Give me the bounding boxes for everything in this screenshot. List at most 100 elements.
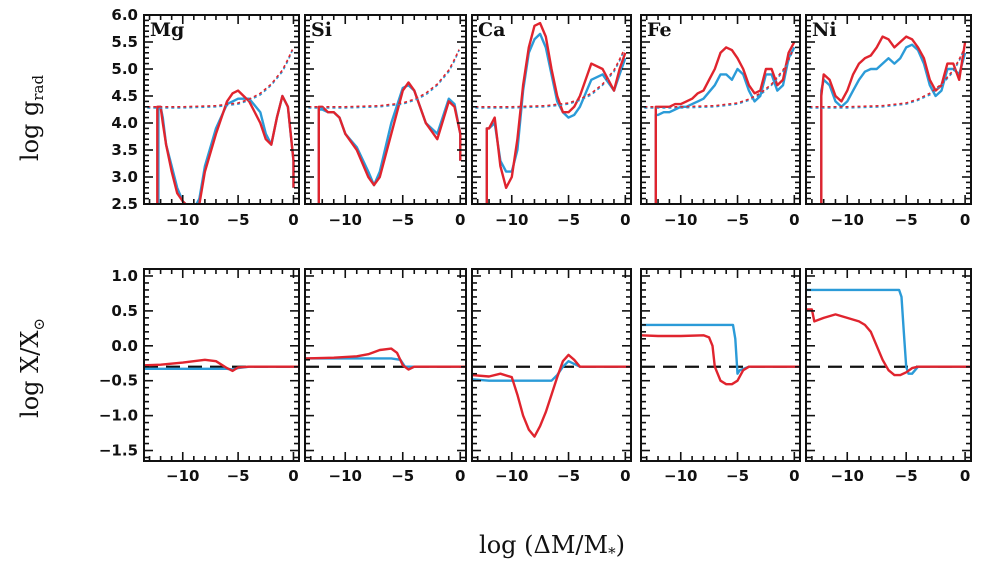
y-tick-label: 2.5	[111, 195, 138, 213]
panel-frame	[471, 268, 632, 462]
element-label-si: Si	[311, 19, 332, 41]
series-model_b-dashed	[308, 49, 460, 108]
y-tick-label: 0.0	[111, 337, 138, 355]
x-tick-label: −5	[557, 467, 580, 485]
series-model_a-solid	[157, 94, 295, 204]
x-tick-label: 0	[960, 467, 970, 485]
y-tick-label: 3.0	[111, 168, 138, 186]
bottom-row-abundance-panels: −10 −5 0−1.5−1.0−0.50.00.51.0−10 −5 0 −10 −5 0−…	[99, 267, 972, 485]
x-tick-label: −5	[726, 211, 749, 229]
y-tick-label: 1.0	[111, 267, 138, 285]
panel-frame	[143, 14, 300, 205]
x-tick-label: −5	[895, 211, 918, 229]
panel-frame	[304, 268, 467, 462]
series-model_a-dashed	[644, 49, 794, 109]
series-model_b-solid	[305, 347, 466, 371]
panel-bottom-mg: −10 −5 0 −1.5 −1.0 −0.5 0.0 0.5 1.0	[99, 267, 300, 485]
x-tick-label: −5	[726, 467, 749, 485]
top-row-grad-panels: −10 −5 0 2.5 3.0 3.5 4.0 4.5 5.0 5.5 6.0 Mg −10 −5 0 Si…	[111, 6, 972, 229]
x-tick-label: −5	[391, 467, 414, 485]
y-tick-label: 6.0	[111, 6, 138, 24]
element-label-ca: Ca	[478, 19, 505, 41]
series-model_b-solid	[654, 41, 796, 204]
panel-bottom-ni: −10 −5 0	[805, 268, 972, 485]
series-model_b-solid	[485, 21, 627, 204]
x-tick-label: 0	[455, 211, 465, 229]
series-model_a-solid	[820, 43, 967, 204]
series-model_a-dashed	[308, 49, 460, 109]
x-tick-label: −10	[495, 467, 528, 485]
panel-frame	[640, 14, 801, 205]
x-tick-label: 0	[789, 211, 799, 229]
series-model_b-solid	[641, 334, 800, 386]
x-tick-label: 0	[620, 211, 630, 229]
series-model_b-solid	[144, 358, 299, 373]
panel-frame	[471, 14, 632, 205]
panel-frame	[640, 268, 801, 462]
element-label-fe: Fe	[647, 19, 672, 41]
series-model_b-dashed	[475, 49, 625, 108]
y-tick-label: −1.5	[99, 442, 138, 460]
y-tick-label: 0.5	[111, 302, 138, 320]
x-tick-label: −10	[166, 211, 199, 229]
element-label-ni: Ni	[812, 19, 837, 41]
element-label-mg: Mg	[150, 19, 184, 41]
panel-top-ca: −10 −5 0 Ca	[471, 14, 632, 229]
series-model_a-dashed	[475, 49, 625, 109]
x-tick-label: −5	[895, 467, 918, 485]
x-tick-label: −10	[329, 211, 362, 229]
panel-frame	[304, 14, 467, 205]
series-model_b-solid	[156, 89, 295, 204]
x-tick-label: −10	[664, 211, 697, 229]
panel-top-si: −10 −5 0 Si	[304, 14, 467, 229]
x-tick-label: −5	[557, 211, 580, 229]
x-tick-label: 0	[620, 467, 630, 485]
x-tick-label: −5	[227, 467, 250, 485]
series-model_b-dashed	[147, 49, 294, 108]
x-tick-label: −10	[495, 211, 528, 229]
panel-frame	[805, 268, 972, 462]
series-model_b-solid	[806, 308, 971, 377]
series-model_a-solid	[472, 360, 631, 382]
series-model_b-dashed	[644, 49, 794, 108]
top-row-ylabel: log grad	[16, 75, 47, 162]
x-tick-label: −10	[166, 467, 199, 485]
x-tick-label: −10	[664, 467, 697, 485]
panel-frame	[805, 14, 972, 205]
x-tick-label: 0	[960, 211, 970, 229]
panel-bottom-fe: −10 −5 0	[640, 268, 801, 485]
x-tick-label: −10	[329, 467, 362, 485]
y-tick-label: −1.0	[99, 407, 138, 425]
bottom-row-ylabel: log X/X⊙	[16, 318, 48, 418]
x-tick-label: −5	[227, 211, 250, 229]
x-tick-label: 0	[455, 467, 465, 485]
series-model_a-solid	[654, 46, 796, 204]
series-model_a-solid	[305, 357, 466, 368]
y-tick-label: 5.5	[111, 33, 138, 51]
series-model_b-dashed	[809, 49, 965, 108]
y-tick-label: 4.0	[111, 114, 138, 132]
series-model_a-dashed	[809, 49, 965, 109]
x-axis-title: log (ΔM/M*)	[479, 531, 625, 562]
series-model_a-solid	[485, 32, 627, 204]
y-tick-label: 5.0	[111, 60, 138, 78]
x-tick-label: −10	[831, 467, 864, 485]
x-tick-label: 0	[789, 467, 799, 485]
series-model_b-solid	[317, 81, 462, 204]
y-tick-label: 4.5	[111, 87, 138, 105]
series-model_a-dashed	[147, 49, 294, 109]
panel-frame	[143, 268, 300, 462]
series-model_b-solid	[472, 353, 631, 438]
panel-top-mg: −10 −5 0 2.5 3.0 3.5 4.0 4.5 5.0 5.5 6.0 Mg	[111, 6, 300, 229]
x-tick-label: −5	[391, 211, 414, 229]
x-tick-label: 0	[288, 467, 298, 485]
panel-top-ni: −10 −5 0 Ni	[805, 14, 972, 229]
panel-bottom-ca: −10 −5 0	[471, 268, 632, 485]
panel-top-fe: −10 −5 0 Fe	[640, 14, 801, 229]
series-model_a-solid	[806, 288, 971, 375]
x-tick-label: 0	[288, 211, 298, 229]
x-tick-label: −10	[831, 211, 864, 229]
y-tick-label: −0.5	[99, 372, 138, 390]
panel-bottom-si: −10 −5 0	[304, 268, 467, 485]
